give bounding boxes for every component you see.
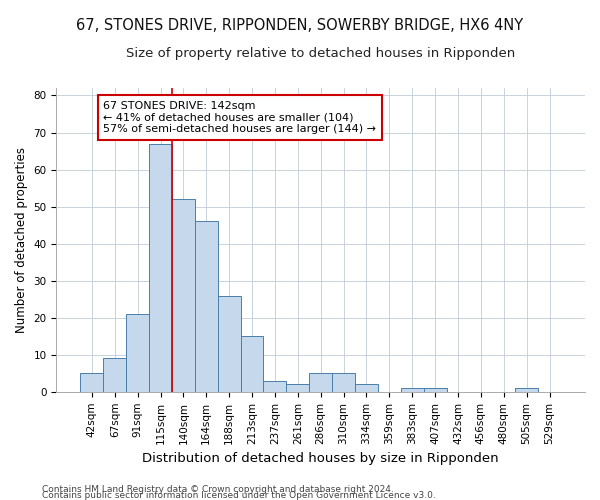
Bar <box>172 199 195 392</box>
Text: 67 STONES DRIVE: 142sqm
← 41% of detached houses are smaller (104)
57% of semi-d: 67 STONES DRIVE: 142sqm ← 41% of detache… <box>103 101 376 134</box>
Bar <box>80 374 103 392</box>
X-axis label: Distribution of detached houses by size in Ripponden: Distribution of detached houses by size … <box>142 452 499 465</box>
Bar <box>401 388 424 392</box>
Bar <box>332 374 355 392</box>
Text: Contains public sector information licensed under the Open Government Licence v3: Contains public sector information licen… <box>42 490 436 500</box>
Bar <box>195 222 218 392</box>
Bar <box>218 296 241 392</box>
Bar <box>263 380 286 392</box>
Title: Size of property relative to detached houses in Ripponden: Size of property relative to detached ho… <box>126 48 515 60</box>
Bar <box>424 388 446 392</box>
Bar <box>241 336 263 392</box>
Bar <box>309 374 332 392</box>
Bar <box>126 314 149 392</box>
Text: Contains HM Land Registry data © Crown copyright and database right 2024.: Contains HM Land Registry data © Crown c… <box>42 484 394 494</box>
Y-axis label: Number of detached properties: Number of detached properties <box>15 147 28 333</box>
Bar <box>286 384 309 392</box>
Bar <box>103 358 126 392</box>
Bar <box>355 384 378 392</box>
Bar <box>149 144 172 392</box>
Bar <box>515 388 538 392</box>
Text: 67, STONES DRIVE, RIPPONDEN, SOWERBY BRIDGE, HX6 4NY: 67, STONES DRIVE, RIPPONDEN, SOWERBY BRI… <box>76 18 524 32</box>
